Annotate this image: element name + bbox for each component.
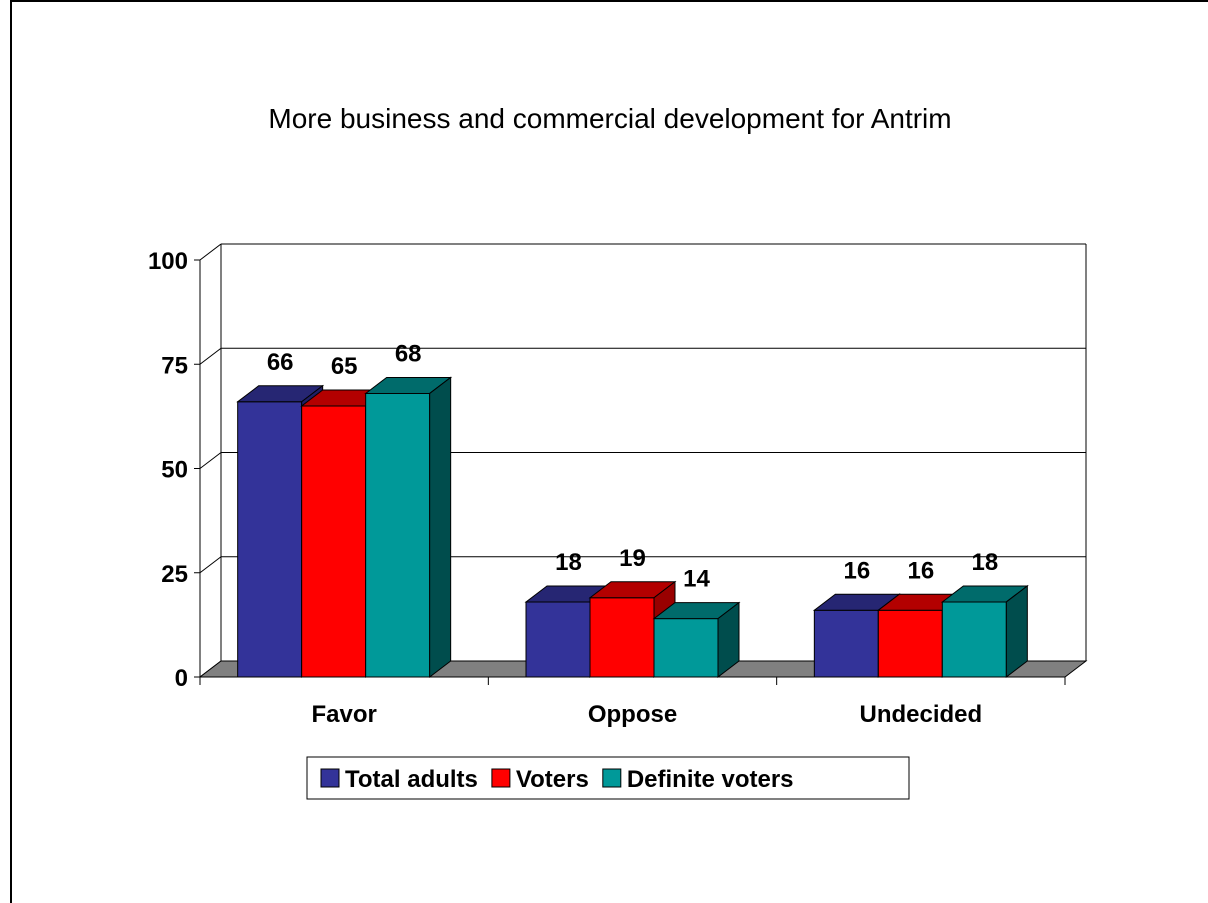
data-label: 16 xyxy=(843,557,870,584)
grid-diagonal xyxy=(199,452,222,469)
bar-front xyxy=(653,618,719,678)
x-tick-label: Undecided xyxy=(859,701,982,728)
bar-front xyxy=(365,392,431,678)
y-tick-label: 25 xyxy=(161,561,188,588)
chart-title: More business and commercial development… xyxy=(268,103,951,134)
legend-swatch xyxy=(320,768,340,788)
chart-frame xyxy=(10,0,1208,903)
data-label: 14 xyxy=(683,566,710,593)
bar-front xyxy=(301,405,367,678)
y-tick-label: 75 xyxy=(161,352,188,379)
data-label: 18 xyxy=(971,549,998,576)
bar-side xyxy=(429,376,452,679)
data-label: 16 xyxy=(907,557,934,584)
grid-diagonal xyxy=(199,347,222,365)
bar-front xyxy=(237,401,303,678)
bar-front xyxy=(589,597,655,678)
data-label: 65 xyxy=(331,353,358,380)
legend: Total adults Voters Definite voters xyxy=(306,756,910,800)
bar xyxy=(940,584,1029,679)
legend-swatch xyxy=(602,768,622,788)
bar-front xyxy=(525,601,591,678)
data-label: 19 xyxy=(619,545,646,572)
data-label: 68 xyxy=(395,340,422,367)
plot-area: 0 25 50 75 100 66 65 68 Favor 18 19 14 Oppose 16 16 18 U… xyxy=(148,243,1088,728)
grid-diagonal xyxy=(199,243,222,261)
x-tick-label: Favor xyxy=(311,701,376,728)
legend-label: Total adults xyxy=(345,766,478,793)
bar-front xyxy=(941,601,1007,678)
legend-label: Definite voters xyxy=(627,766,794,793)
data-label: 18 xyxy=(555,549,582,576)
bar-front xyxy=(877,609,943,678)
bar xyxy=(652,601,741,679)
grid-diagonal xyxy=(199,556,222,574)
bar xyxy=(364,376,453,679)
legend-swatch xyxy=(491,768,511,788)
y-tick-label: 0 xyxy=(175,665,188,692)
bar-front xyxy=(813,609,879,678)
x-tick-label: Oppose xyxy=(588,701,677,728)
bar-side xyxy=(1005,584,1028,679)
legend-label: Voters xyxy=(516,766,589,793)
data-label: 66 xyxy=(267,349,294,376)
y-tick-label: 50 xyxy=(161,457,188,484)
bar-side xyxy=(717,601,740,679)
y-tick-label: 100 xyxy=(148,248,188,275)
